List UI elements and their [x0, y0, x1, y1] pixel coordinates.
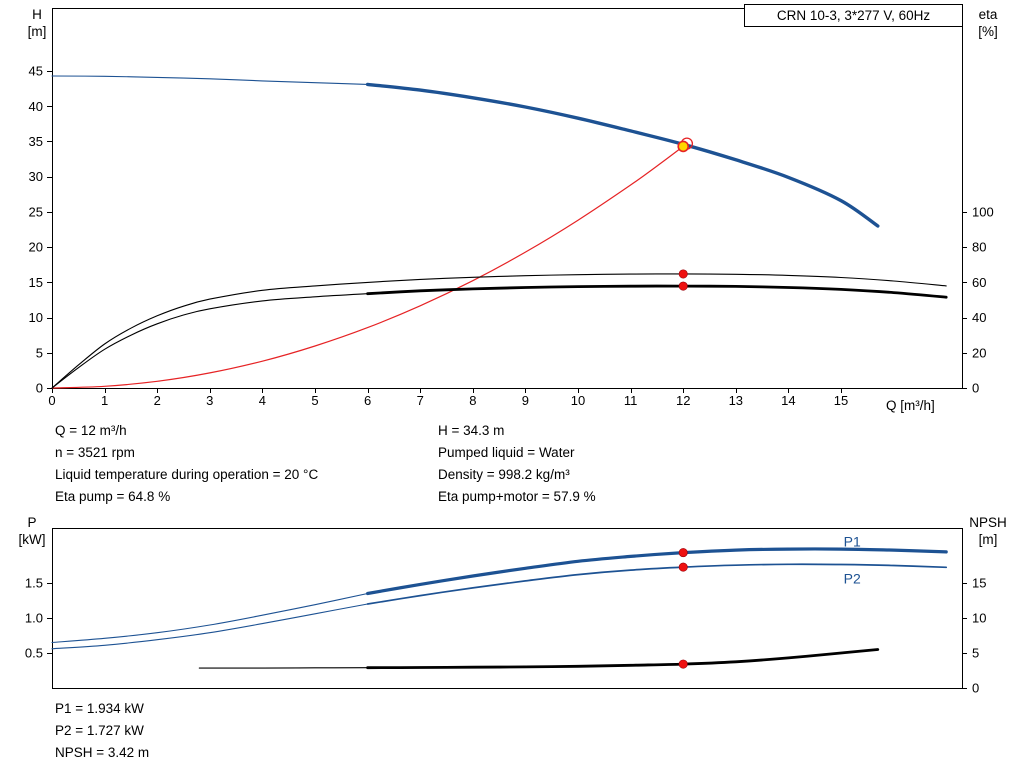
h-axis-label-line2: [m]	[27, 24, 47, 39]
x-tick-label: 8	[469, 393, 476, 408]
operating-dot	[678, 548, 688, 558]
power-annotations: P1 = 1.934 kW P2 = 1.727 kW NPSH = 3.42 …	[55, 698, 149, 764]
right-tick-label: 0	[972, 681, 979, 696]
annotation-p1: P1 = 1.934 kW	[55, 701, 144, 716]
annotation-density: Density = 998.2 kg/m³	[438, 467, 570, 482]
series-P1	[366, 547, 948, 596]
x-tick-label: 14	[781, 393, 795, 408]
x-tick-label: 9	[522, 393, 529, 408]
npsh-axis-label-line1: NPSH	[969, 515, 1007, 530]
x-tick-label: 7	[417, 393, 424, 408]
x-tick-label: 0	[48, 393, 55, 408]
x-tick-label: 2	[154, 393, 161, 408]
annotation-npsh: NPSH = 3.42 m	[55, 745, 150, 760]
p-axis-label: P [kW]	[10, 514, 54, 548]
qh-eta-chart: 0 1 2 3 4 5 6 7 8 9 10 11 12 13 14 15051015202530354045…	[29, 8, 994, 408]
x-tick-label: 10	[571, 393, 585, 408]
curve-label-P1: P1	[844, 533, 861, 549]
annotation-p2: P2 = 1.727 kW	[55, 723, 144, 738]
series-pump-head-H	[51, 75, 369, 85]
right-tick-label: 20	[972, 345, 986, 360]
left-tick-label: 20	[29, 240, 43, 255]
x-tick-label: 3	[206, 393, 213, 408]
series-eta-pump-motor	[51, 293, 369, 389]
plot-border	[52, 8, 963, 389]
duty-point-marker	[677, 140, 690, 153]
left-tick-label: 0	[36, 381, 43, 396]
right-tick-label: 10	[972, 611, 986, 626]
annotation-eta-pump: Eta pump = 64.8 %	[55, 489, 171, 504]
operating-dot	[678, 562, 688, 572]
left-tick-label: 0.5	[25, 646, 43, 661]
q-axis-label: Q [m³/h]	[886, 398, 935, 413]
series-pump-head-H	[365, 82, 880, 228]
plot-border	[52, 528, 963, 689]
annotation-h: H = 34.3 m	[438, 423, 505, 438]
x-tick-label: 5	[311, 393, 318, 408]
x-tick-label: 1	[101, 393, 108, 408]
left-tick-label: 25	[29, 204, 43, 219]
left-tick-label: 10	[29, 310, 43, 325]
annotation-pumped-liquid: Pumped liquid = Water	[438, 445, 575, 460]
annotation-liquid-temp: Liquid temperature during operation = 20…	[55, 467, 319, 482]
series-P1	[51, 592, 369, 644]
series-NPSH	[366, 648, 880, 670]
eta-axis-label-line1: eta	[978, 7, 998, 22]
duty-annotations-right: H = 34.3 m Pumped liquid = Water Density…	[438, 420, 596, 508]
annotation-eta-pump-motor: Eta pump+motor = 57.9 %	[438, 489, 596, 504]
h-axis-label: H [m]	[16, 6, 58, 40]
right-tick-label: 5	[972, 646, 979, 661]
duty-annotations-left: Q = 12 m³/h n = 3521 rpm Liquid temperat…	[55, 420, 318, 508]
right-tick-label: 15	[972, 576, 986, 591]
power-npsh-chart: 0.5 1.0 1.5 0 5 10 15 P1 P2	[25, 528, 986, 696]
operating-dot	[678, 269, 688, 279]
series-P2	[51, 603, 369, 650]
left-tick-label: 1.0	[25, 611, 43, 626]
left-tick-label: 5	[36, 345, 43, 360]
left-tick-label: 30	[29, 169, 43, 184]
npsh-axis-label: NPSH [m]	[960, 514, 1016, 548]
left-tick-label: 1.5	[25, 576, 43, 591]
series-system-curve	[51, 143, 688, 389]
x-tick-label: 12	[676, 393, 690, 408]
series-P2	[366, 563, 948, 605]
annotation-n: n = 3521 rpm	[55, 445, 135, 460]
x-tick-label: 13	[729, 393, 743, 408]
right-tick-label: 40	[972, 310, 986, 325]
series-eta-pump-motor	[366, 284, 948, 299]
pump-title-box: CRN 10-3, 3*277 V, 60Hz	[744, 4, 963, 27]
series-eta-pump	[51, 273, 947, 389]
eta-axis-label: eta [%]	[966, 6, 1010, 40]
curve-label-P2: P2	[844, 571, 861, 587]
x-tick-label: 11	[624, 393, 638, 408]
left-tick-label: 45	[29, 64, 43, 79]
x-tick-label: 15	[834, 393, 848, 408]
eta-axis-label-line2: [%]	[978, 24, 998, 39]
p-axis-label-line1: P	[27, 515, 37, 530]
x-tick-label: 4	[259, 393, 266, 408]
right-tick-label: 100	[972, 204, 994, 219]
npsh-axis-label-line2: [m]	[978, 532, 998, 547]
right-tick-label: 60	[972, 275, 986, 290]
left-tick-label: 40	[29, 99, 43, 114]
x-tick-label: 6	[364, 393, 371, 408]
operating-dot	[678, 659, 688, 669]
left-tick-label: 15	[29, 275, 43, 290]
p-axis-label-line2: [kW]	[18, 532, 46, 547]
right-tick-label: 80	[972, 240, 986, 255]
operating-dot	[678, 281, 688, 291]
annotation-q: Q = 12 m³/h	[55, 423, 127, 438]
right-tick-label: 0	[972, 381, 979, 396]
left-tick-label: 35	[29, 134, 43, 149]
h-axis-label-line1: H	[32, 7, 42, 22]
